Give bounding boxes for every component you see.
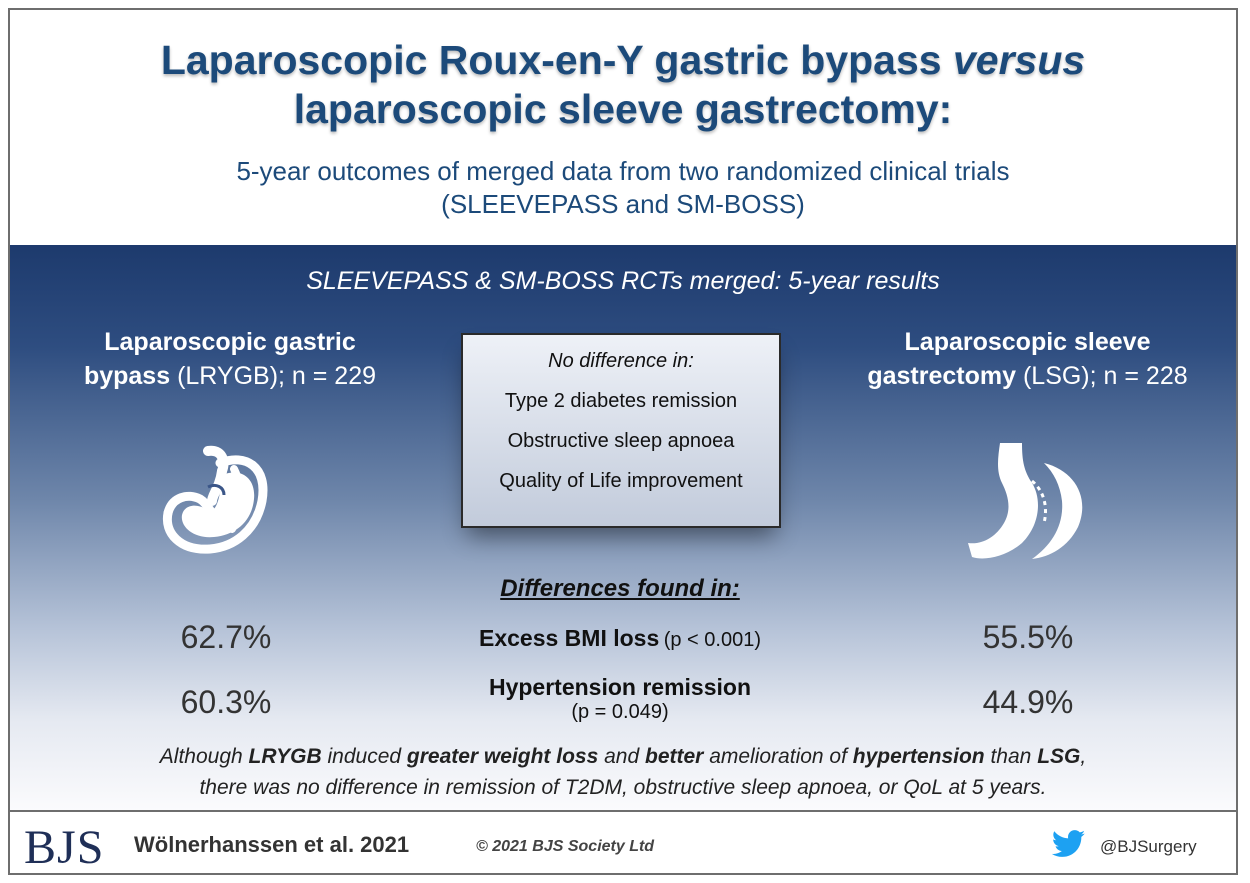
page-title: Laparoscopic Roux-en-Y gastric bypass ve… [10,36,1236,134]
header: Laparoscopic Roux-en-Y gastric bypass ve… [10,10,1236,245]
conclusion-bold: hypertension [852,745,985,768]
conclusion-line2: there was no difference in remission of … [199,776,1047,799]
conclusion-bold: LRYGB [248,745,322,768]
subtitle: 5-year outcomes of merged data from two … [10,155,1236,221]
twitter-handle[interactable]: @BJSurgery [1100,837,1197,856]
conclusion-part: induced [321,745,407,768]
excess-bmi-loss-metric: Excess BMI loss (p < 0.001) [410,625,830,652]
copyright: © 2021 BJS Society Ltd [476,838,655,855]
conclusion-part: amelioration of [703,745,853,768]
conclusion-bold: better [645,745,704,768]
metric-p-value: (p < 0.001) [663,629,761,651]
citation: Wölnerhanssen et al. 2021 [134,832,410,857]
metric-p-value: (p = 0.049) [571,701,669,723]
no-difference-item: Type 2 diabetes remission [504,390,738,412]
panel-heading: SLEEVEPASS & SM-BOSS RCTs merged: 5-year… [306,267,940,295]
sleeve-gastrectomy-stomach-icon [968,443,1083,559]
twitter-bird-icon[interactable] [1052,830,1086,858]
lrygb-hypertension-remission-value: 60.3% [180,684,272,720]
lrygb-title-bold2: bypass [83,362,171,390]
infographic-frame: Laparoscopic Roux-en-Y gastric bypass ve… [8,8,1238,875]
lrygb-title-bold1: Laparoscopic gastric [104,328,356,356]
conclusion-part: than [984,745,1038,768]
metric-name: Hypertension remission [488,674,752,700]
subtitle-line1: 5-year outcomes of merged data from two … [236,156,1010,186]
lsg-title-bold2: gastrectomy [867,362,1017,390]
no-difference-item: Quality of Life improvement [499,470,743,492]
footer: BJS Wölnerhanssen et al. 2021 © 2021 BJS… [10,810,1236,874]
lsg-hypertension-remission-value: 44.9% [982,684,1074,720]
lsg-arm-title: Laparoscopic sleeve gastrectomy (LSG); n… [830,325,1225,393]
conclusion-part: and [598,745,645,768]
results-panel: SLEEVEPASS & SM-BOSS RCTs merged: 5-year… [10,245,1236,810]
conclusion-bold: LSG [1037,745,1081,768]
gastric-bypass-stomach-icon [162,445,268,554]
conclusion-bold: greater weight loss [406,745,599,768]
lsg-title-bold1: Laparoscopic sleeve [904,328,1151,356]
lsg-excess-bmi-loss-value: 55.5% [982,619,1074,655]
metric-name: Excess BMI loss [478,625,660,651]
conclusion-part: , [1080,745,1087,768]
title-line1-text: Laparoscopic Roux-en-Y gastric bypass [160,37,953,83]
bjs-logo: BJS [24,821,105,874]
no-difference-heading: No difference in: [548,350,694,372]
differences-heading: Differences found in: [500,575,740,602]
conclusion-text: Although LRYGB induced greater weight lo… [10,741,1236,803]
subtitle-line2: (SLEEVEPASS and SM-BOSS) [441,189,805,219]
no-difference-item: Obstructive sleep apnoea [507,430,735,452]
lsg-title-rest: (LSG); n = 228 [1016,362,1188,390]
title-versus: versus [952,37,1086,83]
conclusion-part: Although [159,745,249,768]
no-difference-box: No difference in: Type 2 diabetes remiss… [461,333,781,528]
hypertension-remission-metric: Hypertension remission (p = 0.049) [410,674,830,724]
lrygb-arm-title: Laparoscopic gastric bypass (LRYGB); n =… [50,325,410,393]
lrygb-title-rest: (LRYGB); n = 229 [170,362,377,390]
lrygb-excess-bmi-loss-value: 62.7% [180,619,272,655]
title-line2-text: laparoscopic sleeve gastrectomy: [293,86,953,132]
